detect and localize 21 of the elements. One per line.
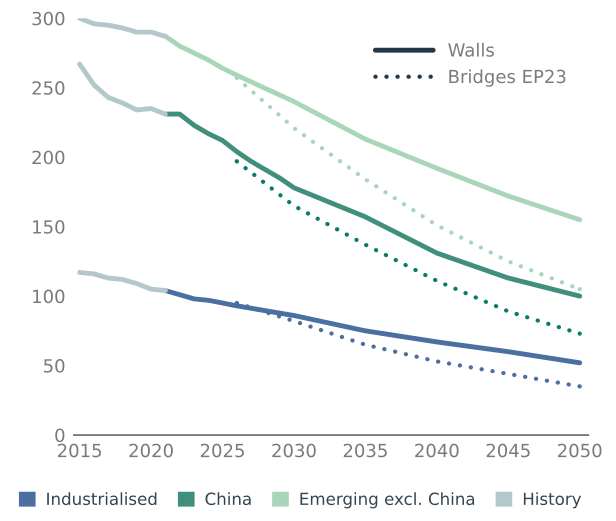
x-tick-label: 2020 — [129, 444, 173, 458]
legend-label: China — [206, 492, 251, 506]
y-tick-label: 50 — [44, 359, 64, 373]
y-tick-label: 150 — [33, 220, 64, 234]
x-tick-label: 2015 — [58, 444, 102, 458]
y-tick-label: 0 — [55, 428, 64, 442]
legend-label: History — [524, 492, 582, 508]
x-tick-label: 2035 — [344, 444, 387, 458]
x-tick-label: 2025 — [200, 444, 244, 458]
x-tick-label: 2040 — [415, 444, 459, 458]
annotation: Walls — [448, 42, 494, 57]
y-tick-label: 300 — [32, 12, 64, 26]
y-tick-label: 200 — [32, 150, 64, 164]
legend-label: Emerging excl. China — [300, 492, 474, 508]
y-tick-label: 250 — [32, 81, 64, 95]
y-tick-label: 100 — [33, 290, 64, 304]
legend-label: Industrialised — [47, 492, 156, 506]
annotation: Bridges EP23 — [449, 69, 566, 87]
x-tick-label: 2045 — [486, 444, 530, 458]
x-tick-label: 2030 — [272, 444, 316, 458]
x-tick-label: 2050 — [558, 444, 602, 458]
